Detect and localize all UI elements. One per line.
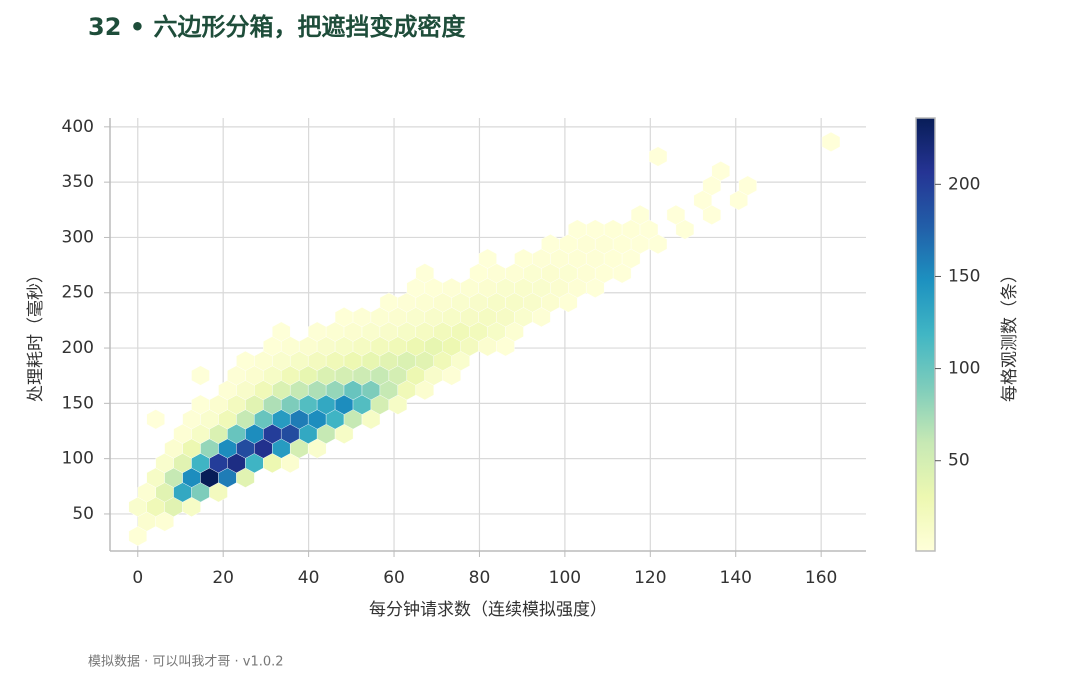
x-axis-label: 每分钟请求数（连续模拟强度）: [369, 600, 607, 620]
x-tick-label: 160: [805, 568, 837, 588]
x-tick-label: 120: [634, 568, 666, 588]
hex-cell: [666, 204, 686, 225]
x-tick-label: 140: [720, 568, 752, 588]
x-tick-label: 100: [549, 568, 581, 588]
y-tick-label: 100: [62, 449, 94, 469]
x-tick-label: 40: [298, 568, 320, 588]
colorbar-tick-label: 100: [948, 359, 980, 379]
hex-cell: [738, 175, 757, 196]
colorbar: [915, 117, 936, 552]
footer: 模拟数据 · 可以叫我才哥 · v1.0.2: [88, 655, 284, 670]
hex-cell: [191, 365, 210, 386]
hex-cell: [146, 409, 165, 430]
y-tick-label: 400: [62, 117, 94, 137]
hex-cell: [415, 263, 434, 284]
hex-cell: [648, 146, 668, 167]
colorbar-label: 每格观测数（条）: [1000, 266, 1020, 402]
hex-cell: [272, 321, 291, 342]
hex-cell: [630, 204, 650, 225]
hex-cell: [478, 248, 497, 269]
colorbar-tick-label: 200: [948, 174, 980, 194]
y-tick-label: 250: [62, 283, 94, 303]
colorbar-tick-label: 50: [948, 451, 970, 471]
y-tick-label: 300: [62, 227, 94, 247]
colorbar-tick-label: 150: [948, 266, 980, 286]
x-tick-label: 0: [132, 568, 143, 588]
y-axis-label: 处理耗时（毫秒）: [26, 266, 46, 402]
y-tick-label: 350: [62, 172, 94, 192]
chart-title: 32 • 六边形分箱，把遮挡变成密度: [88, 13, 466, 41]
x-tick-label: 80: [469, 568, 491, 588]
x-tick-label: 60: [383, 568, 405, 588]
x-tick-label: 20: [212, 568, 234, 588]
hexbins: [128, 131, 841, 547]
y-tick-label: 50: [72, 504, 94, 524]
y-tick-label: 200: [62, 338, 94, 358]
hex-cell: [821, 131, 841, 152]
hex-cell: [711, 161, 730, 182]
y-tick-label: 150: [62, 393, 94, 413]
